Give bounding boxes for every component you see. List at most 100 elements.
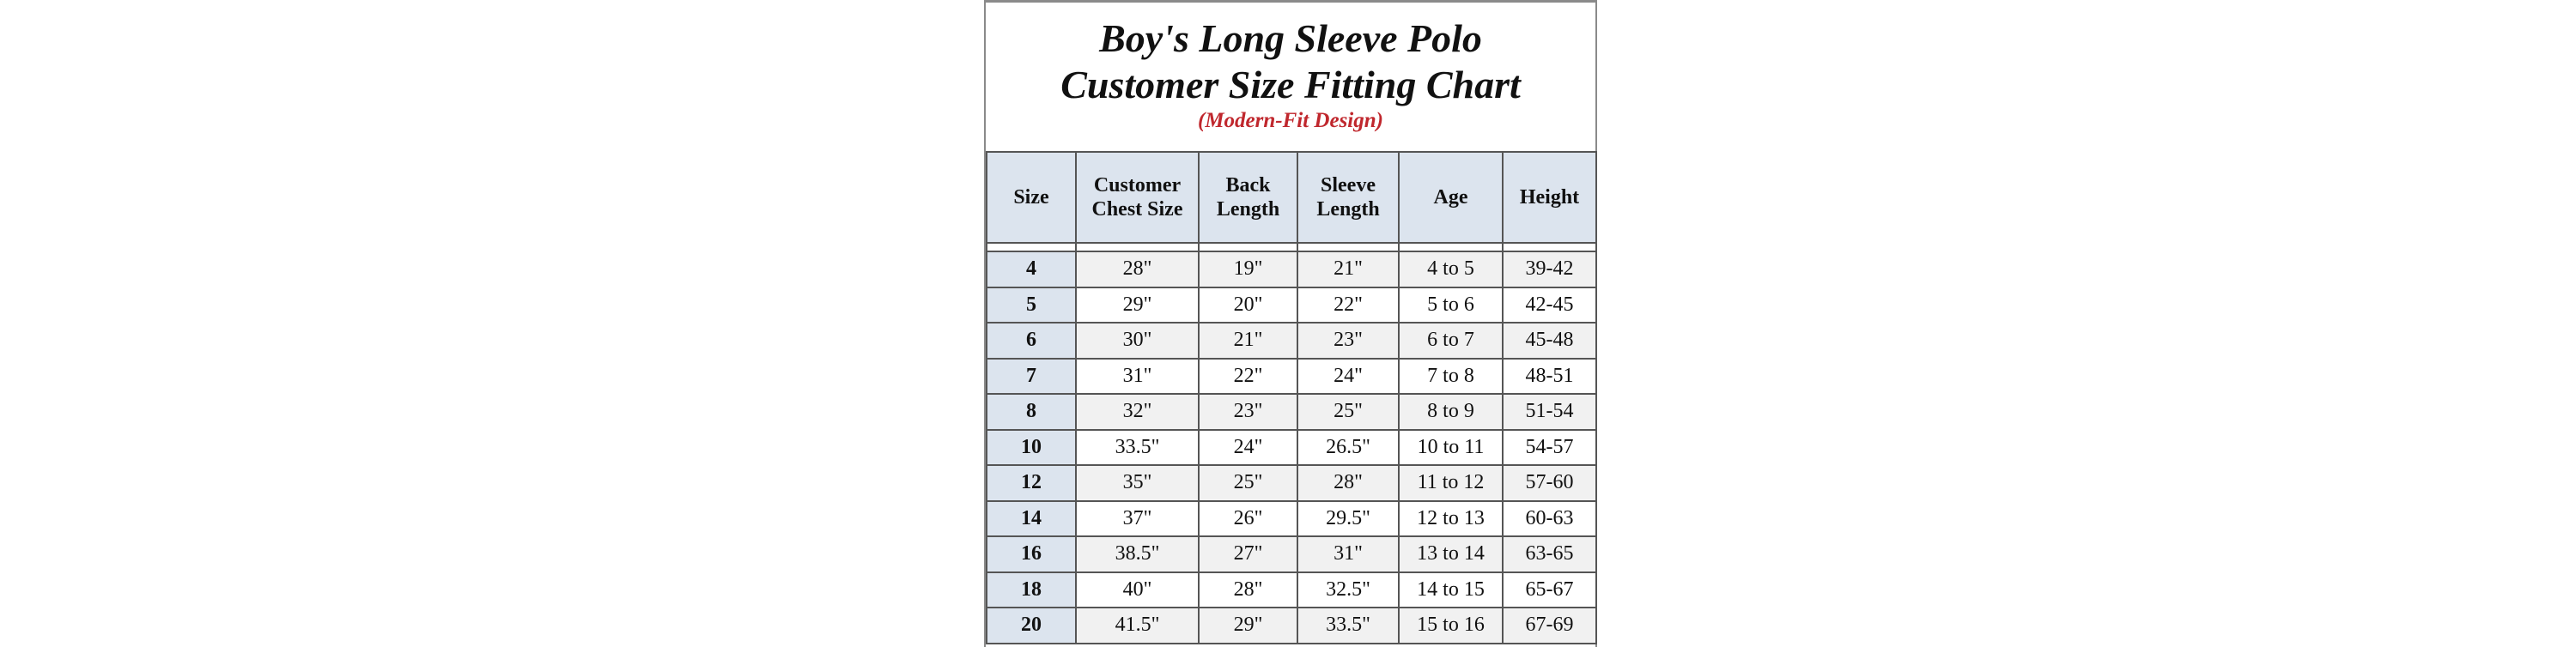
column-header-back-length: Back Length: [1198, 151, 1298, 244]
sleeve-length-cell: 22": [1297, 286, 1400, 324]
height-cell: 54-57: [1502, 428, 1597, 466]
age-cell: 12 to 13: [1398, 499, 1504, 537]
column-header-height: Height: [1502, 151, 1597, 244]
age-cell: 15 to 16: [1398, 607, 1504, 644]
sleeve-length-cell: 32.5": [1297, 571, 1400, 608]
size-cell: 7: [986, 357, 1077, 395]
age-cell: 14 to 15: [1398, 571, 1504, 608]
header-spacer-row: [986, 243, 1597, 251]
spacer-cell: [1198, 243, 1298, 251]
sleeve-length-cell: 21": [1297, 251, 1400, 288]
spacer-cell: [1398, 243, 1504, 251]
column-header-line: Length: [1216, 198, 1280, 221]
age-cell: 7 to 8: [1398, 357, 1504, 395]
size-cell: 12: [986, 464, 1077, 502]
chest-size-cell: 32": [1075, 393, 1200, 431]
sleeve-length-cell: 25": [1297, 393, 1400, 431]
height-cell: 60-63: [1502, 499, 1597, 537]
sleeve-length-cell: 33.5": [1297, 607, 1400, 644]
age-cell: 4 to 5: [1398, 251, 1504, 288]
height-cell: 65-67: [1502, 571, 1597, 608]
column-header-line: Length: [1316, 198, 1380, 221]
sleeve-length-cell: 31": [1297, 535, 1400, 573]
column-header-sleeve-length: Sleeve Length: [1297, 151, 1400, 244]
column-header-size: Size: [986, 151, 1077, 244]
chart-subtitle: (Modern-Fit Design): [1198, 109, 1383, 132]
chest-size-cell: 28": [1075, 251, 1200, 288]
height-cell: 39-42: [1502, 251, 1597, 288]
table-row: 7 31" 22" 24" 7 to 8 48-51: [986, 357, 1597, 395]
chart-title-line-1: Boy's Long Sleeve Polo: [1099, 16, 1482, 60]
table-row: 10 33.5" 24" 26.5" 10 to 11 54-57: [986, 428, 1597, 466]
chest-size-cell: 31": [1075, 357, 1200, 395]
table-row: 14 37" 26" 29.5" 12 to 13 60-63: [986, 499, 1597, 537]
age-cell: 5 to 6: [1398, 286, 1504, 324]
spacer-cell: [1297, 243, 1400, 251]
back-length-cell: 23": [1198, 393, 1298, 431]
column-header-age: Age: [1398, 151, 1504, 244]
table-row: 6 30" 21" 23" 6 to 7 45-48: [986, 322, 1597, 360]
table-row: 20 41.5" 29" 33.5" 15 to 16 67-69: [986, 607, 1597, 644]
sleeve-length-cell: 24": [1297, 357, 1400, 395]
spacer-cell: [986, 243, 1077, 251]
height-cell: 45-48: [1502, 322, 1597, 360]
height-cell: 67-69: [1502, 607, 1597, 644]
age-cell: 11 to 12: [1398, 464, 1504, 502]
column-header-line: Size: [1013, 186, 1049, 209]
back-length-cell: 24": [1198, 428, 1298, 466]
size-table: Size Customer Chest Size Back Length Sleeve Le…: [986, 151, 1597, 644]
size-chart-card: Boy's Long Sleeve Polo Customer Size Fit…: [984, 0, 1597, 647]
size-cell: 6: [986, 322, 1077, 360]
column-header-line: Back: [1225, 174, 1271, 197]
sleeve-length-cell: 26.5": [1297, 428, 1400, 466]
table-row: 18 40" 28" 32.5" 14 to 15 65-67: [986, 571, 1597, 608]
column-header-line: Customer: [1093, 174, 1182, 197]
height-cell: 51-54: [1502, 393, 1597, 431]
table-row: 5 29" 20" 22" 5 to 6 42-45: [986, 286, 1597, 324]
table-row: 4 28" 19" 21" 4 to 5 39-42: [986, 251, 1597, 288]
back-length-cell: 26": [1198, 499, 1298, 537]
spacer-cell: [1502, 243, 1597, 251]
back-length-cell: 29": [1198, 607, 1298, 644]
back-length-cell: 20": [1198, 286, 1298, 324]
top-border-rule: [986, 0, 1595, 3]
sleeve-length-cell: 28": [1297, 464, 1400, 502]
column-header-line: Sleeve: [1321, 174, 1376, 197]
chart-title-line-2: Customer Size Fitting Chart: [1060, 63, 1521, 106]
chest-size-cell: 29": [1075, 286, 1200, 324]
column-header-line: Age: [1433, 186, 1468, 209]
chest-size-cell: 38.5": [1075, 535, 1200, 573]
back-length-cell: 25": [1198, 464, 1298, 502]
back-length-cell: 19": [1198, 251, 1298, 288]
chest-size-cell: 33.5": [1075, 428, 1200, 466]
chest-size-cell: 37": [1075, 499, 1200, 537]
header-row: Size Customer Chest Size Back Length Sleeve Le…: [986, 151, 1597, 244]
back-length-cell: 28": [1198, 571, 1298, 608]
column-header-line: Height: [1519, 186, 1580, 209]
chest-size-cell: 41.5": [1075, 607, 1200, 644]
chest-size-cell: 35": [1075, 464, 1200, 502]
column-header-line: Chest Size: [1091, 198, 1183, 221]
sleeve-length-cell: 29.5": [1297, 499, 1400, 537]
size-cell: 14: [986, 499, 1077, 537]
spacer-cell: [1075, 243, 1200, 251]
height-cell: 63-65: [1502, 535, 1597, 573]
size-table-header: Size Customer Chest Size Back Length Sleeve Le…: [986, 151, 1597, 244]
size-cell: 4: [986, 251, 1077, 288]
height-cell: 48-51: [1502, 357, 1597, 395]
table-row: 16 38.5" 27" 31" 13 to 14 63-65: [986, 535, 1597, 573]
size-table-body: 4 28" 19" 21" 4 to 5 39-42 5 29" 20" 22" 5 to 6 42-…: [986, 243, 1597, 644]
age-cell: 10 to 11: [1398, 428, 1504, 466]
height-cell: 42-45: [1502, 286, 1597, 324]
size-cell: 20: [986, 607, 1077, 644]
height-cell: 57-60: [1502, 464, 1597, 502]
back-length-cell: 21": [1198, 322, 1298, 360]
age-cell: 6 to 7: [1398, 322, 1504, 360]
back-length-cell: 22": [1198, 357, 1298, 395]
column-header-chest-size: Customer Chest Size: [1075, 151, 1200, 244]
size-cell: 5: [986, 286, 1077, 324]
chest-size-cell: 40": [1075, 571, 1200, 608]
sleeve-length-cell: 23": [1297, 322, 1400, 360]
age-cell: 8 to 9: [1398, 393, 1504, 431]
chest-size-cell: 30": [1075, 322, 1200, 360]
